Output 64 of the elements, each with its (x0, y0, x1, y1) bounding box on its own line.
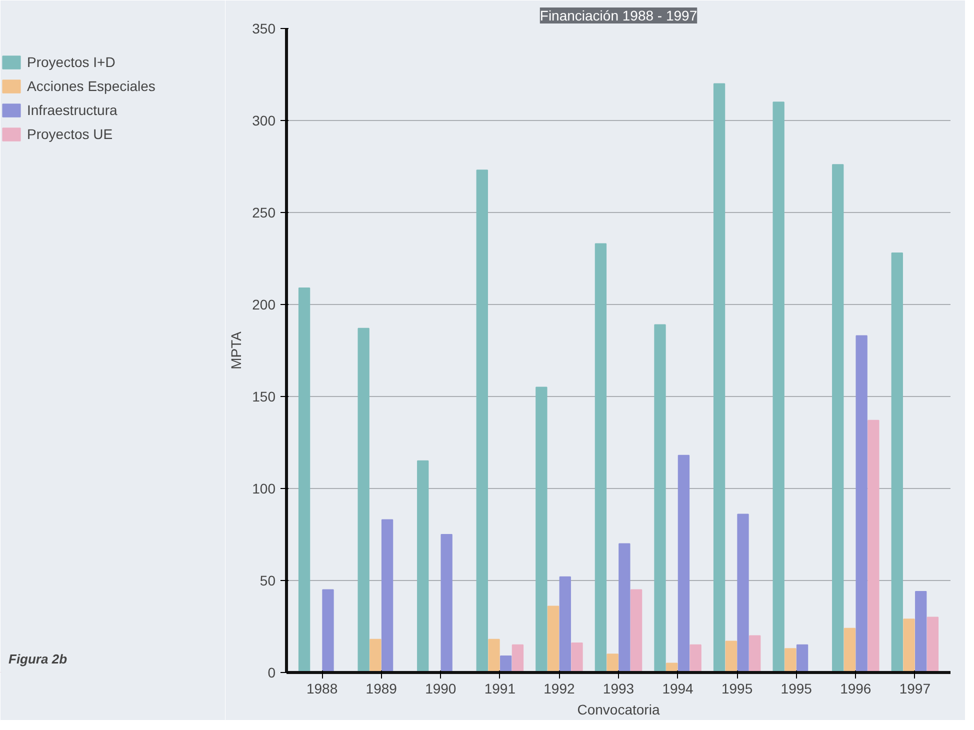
bar (618, 543, 630, 672)
bar (512, 644, 524, 672)
bar (654, 324, 666, 672)
y-tick-label: 200 (252, 296, 276, 312)
x-tick-label: 1989 (366, 680, 398, 696)
x-tick-label: 1992 (544, 680, 575, 696)
text: Figura 2b (8, 652, 68, 666)
bar (547, 606, 560, 672)
x-tick-label: 1991 (484, 680, 516, 696)
bar (370, 638, 382, 672)
bar (500, 655, 512, 672)
y-axis-title: MPTA (228, 330, 244, 370)
bar (488, 638, 500, 672)
bar (844, 628, 856, 672)
bar (725, 640, 737, 672)
bar (606, 654, 618, 672)
bar (903, 618, 915, 672)
bar (476, 170, 488, 672)
bar (784, 648, 796, 672)
x-axis-title: Convocatoria (577, 702, 660, 718)
y-tick-label: 150 (252, 388, 276, 404)
bar (868, 420, 880, 672)
chart-title: Financiación 1988 - 1997 (540, 8, 698, 24)
y-tick-label: 50 (260, 572, 276, 588)
x-tick-label: 1995 (722, 680, 753, 696)
x-tick-label: 1990 (425, 680, 456, 696)
bar (832, 164, 844, 672)
legend-label: Proyectos UE (27, 126, 113, 142)
x-tick-label: 1988 (306, 680, 338, 696)
bar (678, 454, 690, 672)
y-tick-label: 250 (252, 204, 276, 220)
bar (417, 460, 429, 672)
bar (915, 591, 927, 672)
bar (571, 642, 583, 672)
bar (749, 635, 761, 672)
legend-label: Infraestructura (27, 102, 118, 118)
legend-label: Proyectos I+D (27, 54, 116, 70)
bar (594, 243, 607, 672)
y-tick-label: 0 (268, 664, 276, 680)
x-tick-label: 1994 (662, 680, 694, 696)
bar (796, 644, 808, 672)
bar (713, 83, 726, 672)
y-tick-label: 100 (252, 480, 276, 496)
bar (298, 287, 310, 672)
bar (772, 102, 784, 672)
bar (559, 576, 571, 672)
x-tick-label: 1996 (840, 680, 872, 696)
bar (358, 328, 370, 672)
x-tick-label: 1995 (780, 680, 812, 696)
bar (891, 252, 903, 672)
bar (737, 514, 749, 672)
legend-label: Acciones Especiales (27, 78, 156, 94)
x-tick-label: 1997 (899, 680, 931, 696)
bar (926, 616, 939, 672)
bar (630, 589, 642, 672)
y-tick-label: 300 (252, 112, 276, 128)
bar (322, 589, 334, 672)
bar (856, 335, 868, 672)
y-tick-label: 350 (252, 20, 276, 36)
bar (690, 644, 702, 672)
bar (381, 519, 394, 672)
bar (536, 386, 548, 672)
bar (440, 534, 452, 672)
x-tick-label: 1993 (602, 680, 634, 696)
